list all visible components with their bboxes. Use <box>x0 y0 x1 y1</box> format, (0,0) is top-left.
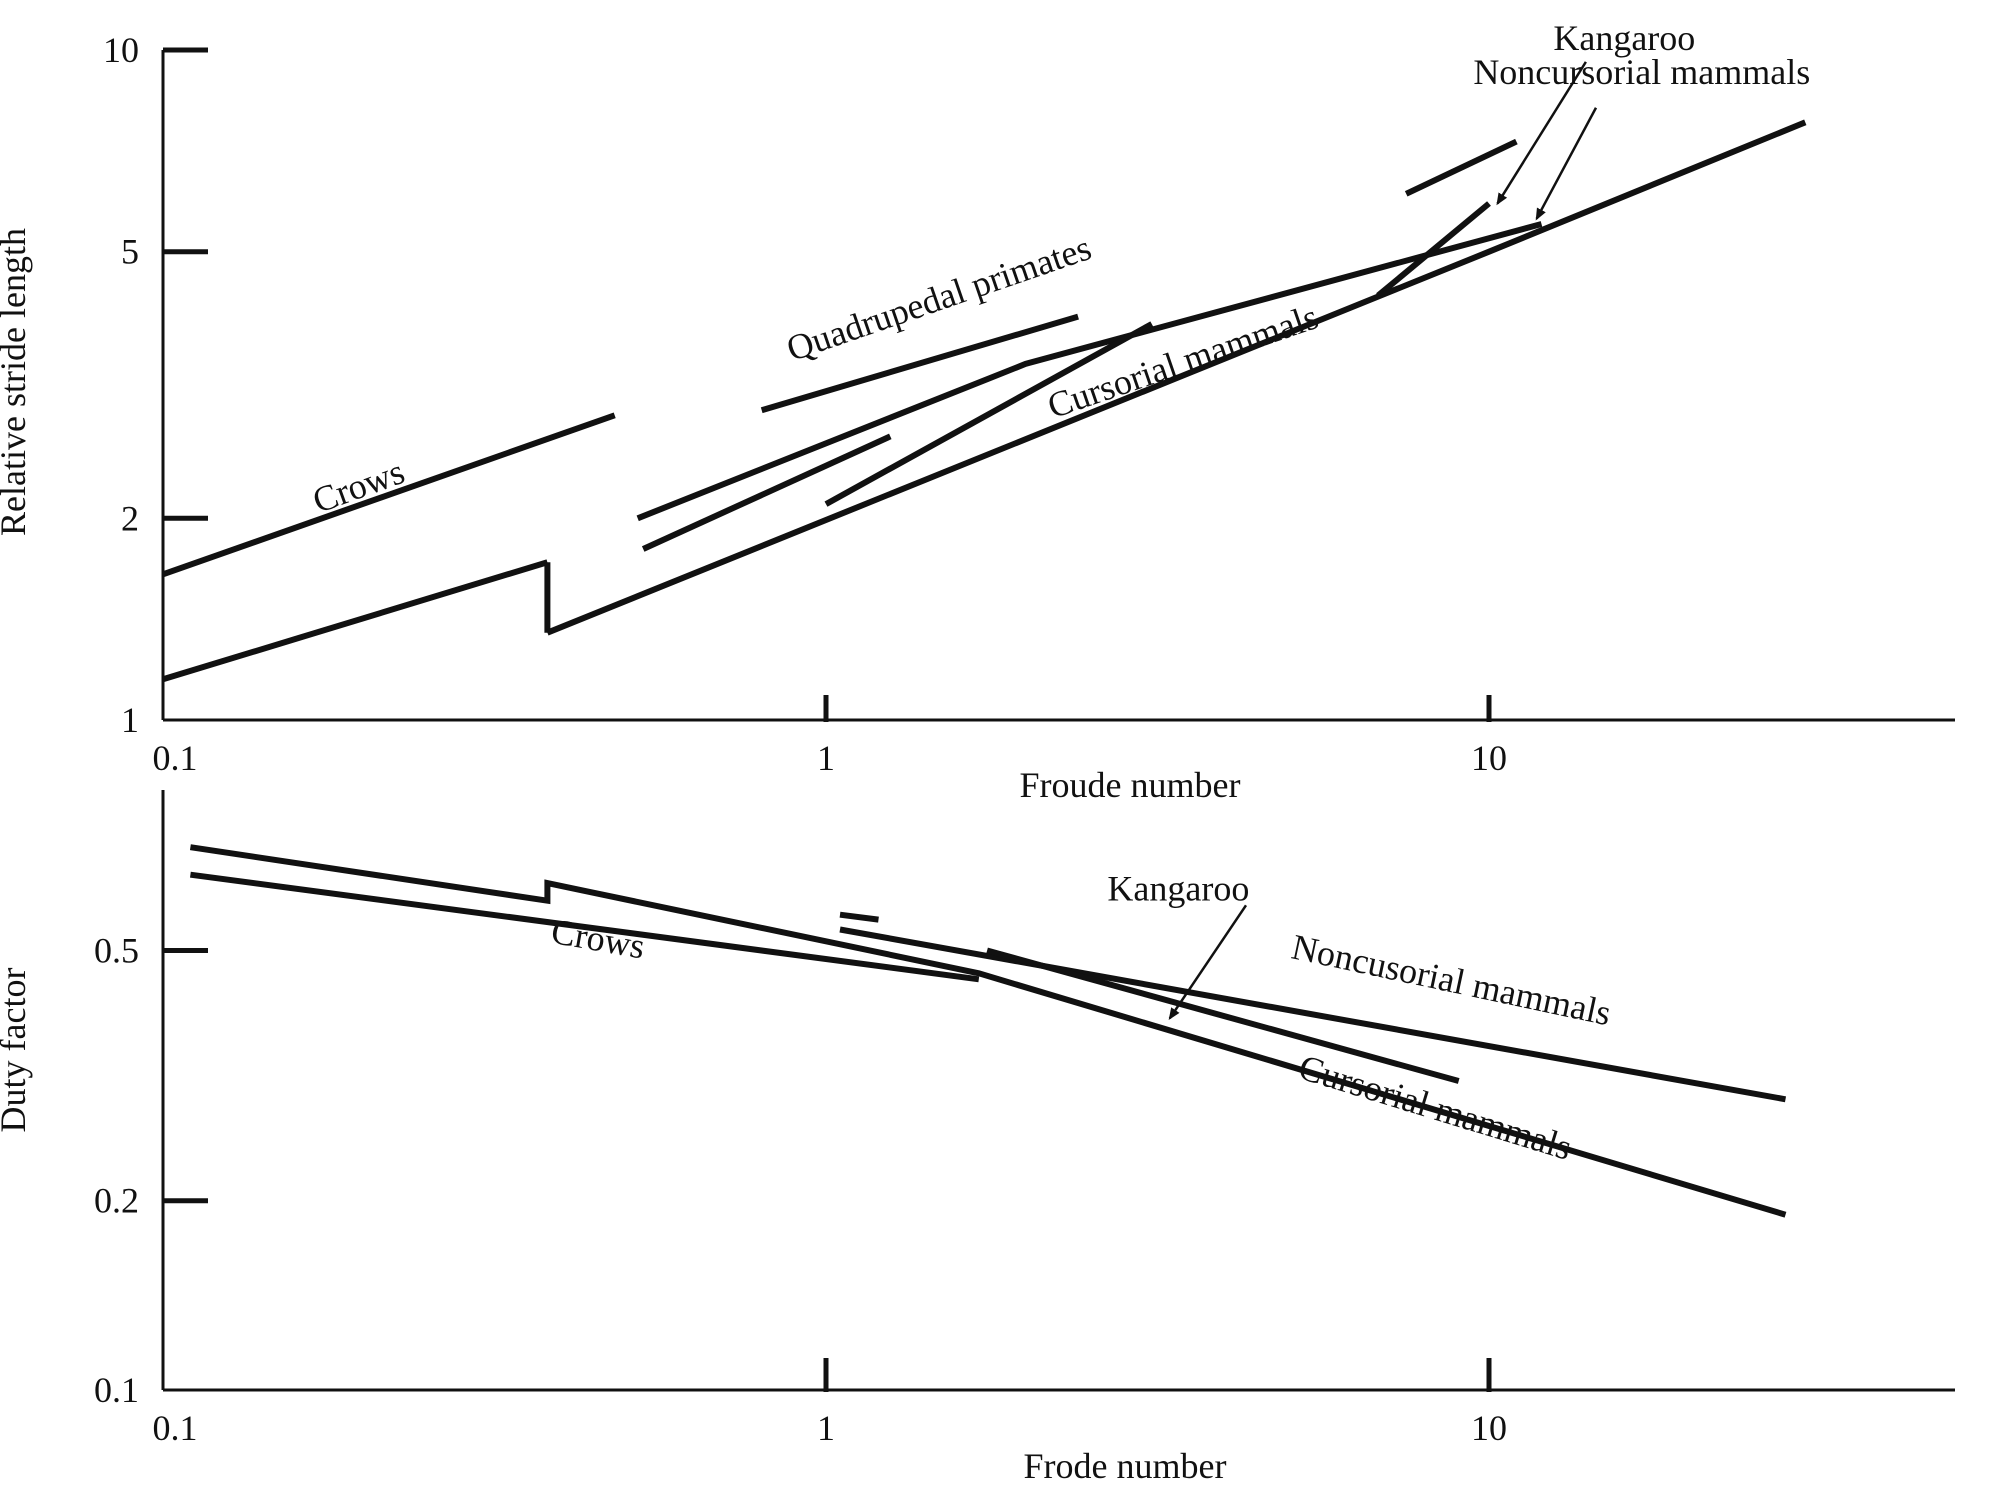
duty-series-kangaroo-4 <box>986 947 1460 1084</box>
duty-y-tick-label-0-2: 0.2 <box>94 1181 139 1221</box>
duty-y-tick-label-0-5: 0.5 <box>94 931 139 971</box>
duty-y-tick-label-0-1: 0.1 <box>94 1370 139 1410</box>
stride-series-cursorial-mammals-8 <box>546 119 1807 636</box>
stride-annotation-crows: Crows <box>307 451 409 521</box>
stride-series-cursorial-mammals-9 <box>824 321 1154 507</box>
duty-arrow-kangaroo <box>1168 904 1248 1021</box>
duty-annotation-crows: Crows <box>548 911 648 967</box>
duty-annotation-kangaroo: Kangaroo <box>1107 869 1249 909</box>
stride-series-noncursorial-mammals-3 <box>636 221 1543 522</box>
duty-factor-panel: Frode number Duty factor 0.1 1 10 0.1 0.2 0.5… <box>0 790 1955 1486</box>
stride-y-tick-label-5: 5 <box>121 232 139 272</box>
stride-y-axis-label: Relative stride length <box>0 228 33 536</box>
stride-annotation-quadrupedal-primates: Quadrupedal primates <box>782 227 1097 369</box>
stride-series-kangaroo-5 <box>1376 201 1491 298</box>
stride-series-quadrupedal-primates-2 <box>1404 138 1518 197</box>
stride-annotation-kangaroo: Kangaroo <box>1553 18 1695 58</box>
duty-x-axis-label: Frode number <box>1024 1446 1227 1486</box>
duty-x-tick-label-0-1: 0.1 <box>153 1408 198 1448</box>
duty-annotation-cursorial-mammals: Cursorial mammals <box>1294 1047 1576 1168</box>
stride-x-axis-label: Froude number <box>1020 765 1241 805</box>
duty-x-tick-label-10: 10 <box>1471 1408 1507 1448</box>
stride-series-cursorial-mammals-6 <box>162 559 549 683</box>
duty-series-crows-0 <box>190 871 980 983</box>
stride-series-crows-0 <box>162 412 616 578</box>
stride-y-tick-label-2: 2 <box>121 498 139 538</box>
stride-x-tick-label-1: 1 <box>817 738 835 778</box>
stride-arrow-noncursorial-mammals <box>1535 107 1598 221</box>
stride-x-tick-label-10: 10 <box>1471 738 1507 778</box>
duty-x-tick-label-1: 1 <box>817 1408 835 1448</box>
stride-x-tick-label-0-1: 0.1 <box>153 738 198 778</box>
stride-series-quadrupedal-primates-1 <box>760 313 1079 414</box>
stride-series-noncursorial-mammals-4 <box>641 433 892 552</box>
stride-y-tick-label-1: 1 <box>121 700 139 740</box>
duty-y-axis-label: Duty factor <box>0 968 33 1133</box>
duty-series-cursorial-mammals-1 <box>189 844 1787 1218</box>
duty-series-noncusorial-mammals-2 <box>839 926 1787 1103</box>
stride-length-panel: Froude number Relative stride length 0.1… <box>0 18 1955 805</box>
duty-series-noncusorial-mammals-3 <box>839 911 879 923</box>
stride-arrow-kangaroo <box>1496 61 1587 206</box>
stride-y-tick-label-10: 10 <box>103 30 139 70</box>
stride-annotation-noncursorial-mammals: Noncursorial mammals <box>1473 52 1810 92</box>
